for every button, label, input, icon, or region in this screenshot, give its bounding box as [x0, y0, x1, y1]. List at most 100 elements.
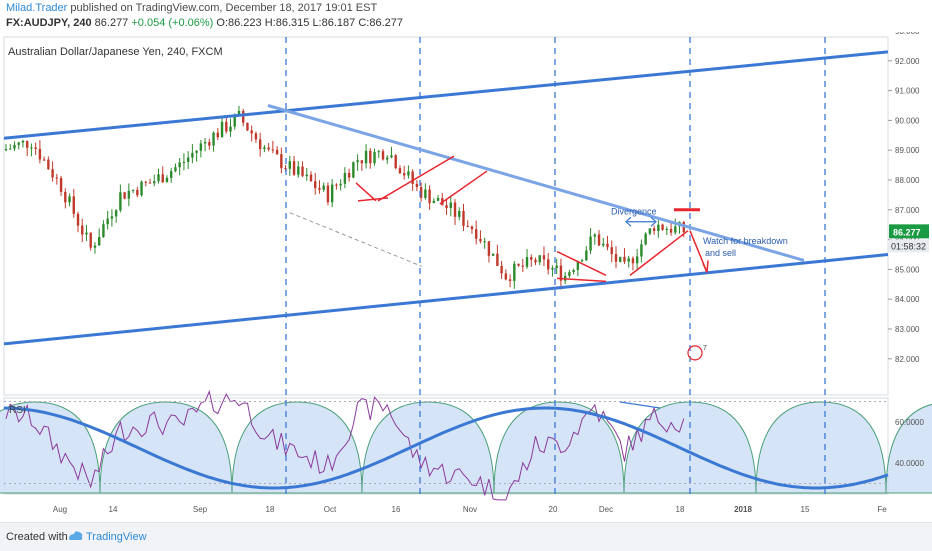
candle-body: [593, 234, 597, 237]
candle-body: [81, 225, 84, 235]
candle-body: [284, 168, 287, 170]
chart-title: Australian Dollar/Japanese Yen, 240, FXC…: [8, 46, 223, 58]
time-tick-label: 16: [392, 505, 401, 514]
rsi-tick-label: 60.0000: [895, 418, 924, 427]
candle-body: [614, 254, 618, 262]
candle-body: [394, 155, 397, 169]
candle-body: [157, 174, 160, 182]
candle-body: [17, 142, 20, 145]
publish-line: Milad.Trader published on TradingView.co…: [6, 2, 377, 14]
time-tick-label: Aug: [53, 505, 67, 514]
dashed-guide: [289, 212, 423, 267]
watch-breakdown-label: Watch for breakdown: [703, 236, 788, 246]
chart-canvas[interactable]: RSI Divergence Watch for breakdown and sel…: [0, 32, 932, 522]
candle-body: [369, 150, 372, 164]
candle-body: [648, 228, 652, 234]
candle-body: [534, 259, 537, 263]
candle-body: [602, 243, 605, 246]
price-tick-label: 85.000: [895, 265, 920, 274]
symbol-label[interactable]: FX:AUDJPY, 240: [6, 17, 92, 29]
pattern-mark: [377, 155, 455, 202]
candle-body: [547, 259, 550, 270]
upper-channel-line: [3, 50, 889, 140]
candle-body: [93, 245, 97, 248]
candle-body: [479, 238, 482, 242]
candle-body: [674, 226, 677, 233]
low-value: L:86.187: [312, 17, 356, 29]
candle-body: [373, 151, 376, 164]
candle-body: [106, 218, 109, 225]
candle-body: [390, 155, 393, 158]
candle-body: [496, 253, 499, 266]
candle-body: [59, 177, 63, 192]
candle-body: [119, 192, 122, 211]
candle-body: [335, 184, 338, 186]
time-tick-label: 2018: [734, 505, 752, 514]
time-tick-label: Sep: [193, 505, 208, 514]
candle-body: [538, 255, 541, 263]
candle-body: [76, 213, 80, 226]
candle-body: [525, 257, 529, 267]
author-link[interactable]: Milad.Trader: [6, 2, 68, 14]
price-pane-border: [3, 36, 889, 396]
candle-body: [559, 265, 563, 281]
candle-body: [652, 228, 656, 231]
divergence-arrowheads: [625, 216, 657, 227]
candle-body: [263, 147, 266, 150]
candle-body: [458, 211, 461, 217]
candle-body: [271, 149, 275, 151]
candle-body: [102, 224, 105, 238]
event-marker-count: 7: [703, 345, 707, 352]
candle-body: [487, 241, 491, 256]
candle-body: [25, 140, 29, 148]
candle-body: [182, 161, 186, 163]
candle-body: [4, 149, 8, 151]
candles: [4, 105, 685, 290]
candle-body: [597, 234, 601, 246]
candle-body: [131, 189, 135, 191]
candle-body: [635, 256, 639, 264]
candle-body: [644, 233, 647, 245]
candle-body: [21, 140, 25, 143]
price-tick-label: 82.000: [895, 355, 920, 364]
tradingview-brand[interactable]: TradingView: [86, 531, 147, 543]
candle-body: [199, 143, 203, 151]
time-tick-label: 18: [676, 505, 685, 514]
candle-body: [30, 147, 33, 149]
candle-body: [326, 185, 330, 203]
candle-body: [203, 142, 207, 144]
drawings: Divergence Watch for breakdown and sell 7: [3, 37, 889, 494]
candle-body: [343, 173, 347, 184]
candle-body: [127, 190, 131, 199]
candle-body: [623, 256, 626, 262]
pattern-mark: [355, 182, 377, 202]
candle-body: [424, 189, 427, 198]
time-tick-label: 18: [266, 505, 275, 514]
candle-body: [568, 272, 571, 276]
candle-body: [186, 157, 190, 162]
candle-body: [339, 183, 342, 186]
candle-body: [68, 196, 71, 203]
candle-body: [542, 255, 546, 260]
candle-body: [85, 232, 88, 235]
axes: 93.000 92.000 91.000 90.000 89.000 88.000 87.0…: [53, 32, 929, 514]
event-marker-icon: [687, 345, 703, 361]
candle-body: [292, 161, 296, 175]
candle-body: [254, 133, 258, 140]
candle-body: [161, 174, 164, 183]
rsi-line: [5, 389, 685, 501]
candle-body: [411, 171, 414, 184]
candle-body: [216, 132, 220, 138]
candle-body: [407, 171, 410, 176]
rsi-sine-cycle: [3, 406, 889, 490]
candle-body: [9, 148, 12, 150]
candle-body: [551, 267, 554, 270]
candle-body: [246, 122, 249, 131]
divergence-arrow-rsi: [619, 401, 661, 409]
candle-body: [309, 174, 313, 182]
time-tick-label: Oct: [324, 505, 337, 514]
candle-body: [627, 258, 630, 262]
last-price-tag: [889, 224, 929, 239]
candle-body: [322, 185, 325, 190]
candle-body: [445, 205, 448, 208]
